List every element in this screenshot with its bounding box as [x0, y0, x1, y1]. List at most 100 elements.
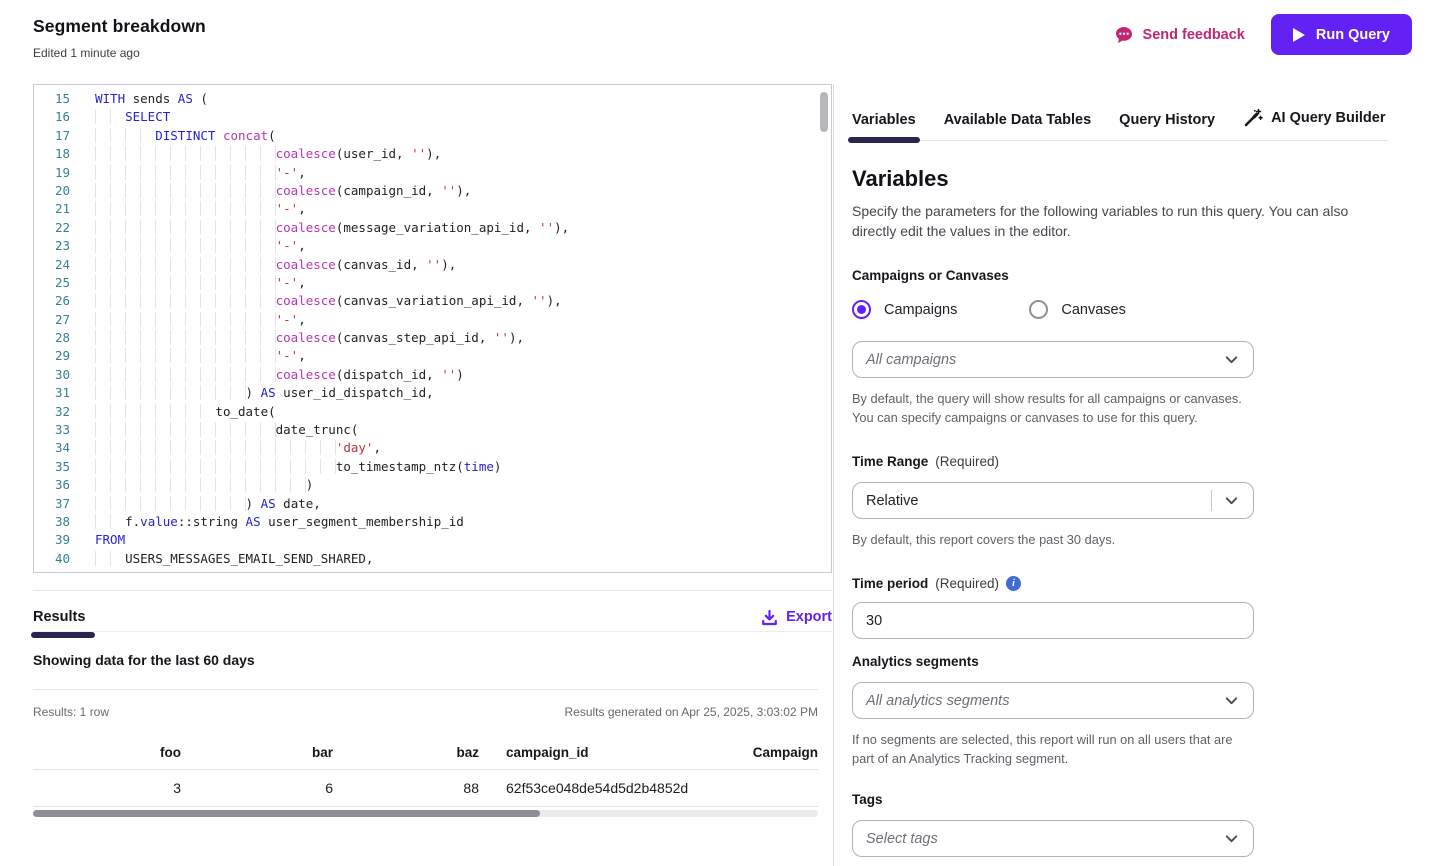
code-line: 21 '-', [34, 200, 831, 218]
time-period-label: Time period (Required) i [852, 576, 1388, 591]
time-period-label-text: Time period [852, 576, 929, 591]
code-line: 39 FROM [34, 531, 831, 549]
cell-foo: 3 [33, 769, 181, 807]
radio-canvases[interactable]: Canvases [1029, 300, 1126, 319]
table-row: 3 6 88 62f53ce048de54d5d2b4852d [33, 769, 818, 807]
code-line: 17 DISTINCT concat( [34, 127, 831, 145]
time-range-select-value: Relative [866, 492, 919, 509]
code-line: 22 coalesce(message_variation_api_id, ''… [34, 219, 831, 237]
column-header-foo: foo [33, 737, 181, 770]
line-number: 34 [54, 440, 70, 456]
line-number: 29 [54, 348, 70, 364]
chevron-down-icon [1223, 492, 1240, 509]
code-line: 29 '-', [34, 347, 831, 365]
results-row-count: Results: 1 row [33, 705, 110, 719]
variables-description: Specify the parameters for the following… [852, 203, 1349, 239]
right-panel: Variables Available Data Tables Query Hi… [833, 84, 1430, 866]
results-range-heading: Showing data for the last 60 days [33, 652, 255, 668]
line-number: 32 [54, 403, 70, 419]
table-header-row: foo bar baz campaign_id Campaign [33, 737, 818, 770]
line-number: 24 [54, 256, 70, 272]
header-actions: Send feedback Run Query [1114, 14, 1412, 55]
tags-select-placeholder: Select tags [866, 830, 938, 847]
export-button[interactable]: Export [761, 609, 832, 626]
analytics-segments-placeholder: All analytics segments [866, 692, 1010, 709]
tab-results[interactable]: Results [30, 609, 96, 638]
chevron-down-icon [1223, 692, 1240, 709]
line-number: 36 [54, 477, 70, 493]
export-label: Export [786, 609, 832, 625]
line-number: 38 [54, 513, 70, 529]
line-number: 19 [54, 164, 70, 180]
line-number: 22 [54, 219, 70, 235]
column-header-campaign-id: campaign_id [479, 737, 723, 770]
radio-canvases-label: Canvases [1061, 301, 1126, 318]
run-query-button[interactable]: Run Query [1270, 14, 1412, 55]
download-icon [761, 609, 778, 626]
table-horizontal-scrollbar[interactable] [33, 810, 818, 817]
line-number: 15 [54, 91, 70, 106]
tags-select[interactable]: Select tags [852, 820, 1254, 857]
chevron-down-icon [1223, 351, 1240, 368]
code-line: 23 '-', [34, 237, 831, 255]
line-number: 33 [54, 422, 70, 438]
tab-available-data-tables[interactable]: Available Data Tables [943, 112, 1092, 128]
tab-variables[interactable]: Variables [848, 112, 920, 143]
campaign-type-radio-group: Campaigns Canvases [852, 300, 1388, 319]
line-number: 28 [54, 330, 70, 346]
code-line: 37 ) AS date, [34, 495, 831, 513]
analytics-segments-label: Analytics segments [852, 654, 979, 669]
tags-label: Tags [852, 792, 883, 807]
time-range-label-text: Time Range [852, 454, 929, 469]
radio-canvases-circle [1029, 300, 1049, 319]
cell-bar: 6 [181, 769, 333, 807]
code-line: 28 coalesce(canvas_step_api_id, ''), [34, 329, 831, 347]
sql-editor[interactable]: 15 WITH sends AS (16 SELECT 17 DISTINCT co… [33, 84, 832, 573]
variables-heading: Variables [852, 166, 949, 191]
code-line: 18 coalesce(user_id, ''), [34, 145, 831, 163]
code-line: 38 f.value::string AS user_segment_membe… [34, 513, 831, 531]
code-line: 25 '-', [34, 274, 831, 292]
editor-vertical-scrollbar[interactable] [820, 92, 828, 132]
chevron-down-icon [1223, 830, 1240, 847]
code-line: 36 ) [34, 476, 831, 494]
header-left: Segment breakdown Edited 1 minute ago [33, 0, 206, 84]
line-number: 16 [54, 109, 70, 125]
time-range-helper: By default, this report covers the past … [852, 532, 1116, 547]
line-number: 40 [54, 550, 70, 566]
code-line: 19 '-', [34, 164, 831, 182]
cell-campaign [723, 769, 818, 807]
code-lines: 15 WITH sends AS (16 SELECT 17 DISTINCT co… [34, 90, 831, 568]
code-line: 35 to_timestamp_ntz(time) [34, 458, 831, 476]
line-number: 26 [54, 293, 70, 309]
radio-campaigns[interactable]: Campaigns [852, 300, 957, 319]
line-number: 23 [54, 238, 70, 254]
results-tab-row: Results Export [30, 603, 832, 638]
info-icon[interactable]: i [1006, 576, 1022, 591]
results-table: foo bar baz campaign_id Campaign 3 6 88 … [33, 737, 818, 807]
time-period-input[interactable] [852, 602, 1254, 639]
radio-campaigns-label: Campaigns [884, 301, 958, 318]
tab-ai-query-builder[interactable]: AI Query Builder [1243, 108, 1386, 128]
code-line: 26 coalesce(canvas_variation_api_id, '')… [34, 292, 831, 310]
analytics-segments-select[interactable]: All analytics segments [852, 682, 1254, 719]
code-line: 30 coalesce(dispatch_id, '') [34, 366, 831, 384]
tab-query-history[interactable]: Query History [1119, 112, 1216, 128]
play-icon [1292, 27, 1305, 42]
time-range-required-note: (Required) [935, 454, 1000, 469]
campaigns-select[interactable]: All campaigns [852, 341, 1254, 378]
code-line: 27 '-', [34, 311, 831, 329]
panel-tabs: Variables Available Data Tables Query Hi… [848, 84, 1388, 143]
send-feedback-label: Send feedback [1142, 26, 1245, 43]
line-number: 35 [54, 458, 70, 474]
results-generated-timestamp: Results generated on Apr 25, 2025, 3:03:… [564, 705, 818, 719]
table-scrollbar-thumb[interactable] [33, 810, 540, 817]
run-query-label: Run Query [1315, 26, 1390, 43]
line-number: 37 [54, 495, 70, 511]
send-feedback-link[interactable]: Send feedback [1114, 25, 1245, 45]
column-header-baz: baz [333, 737, 479, 770]
time-range-select[interactable]: Relative [852, 482, 1254, 519]
code-line: 15 WITH sends AS ( [34, 90, 831, 108]
column-header-bar: bar [181, 737, 333, 770]
